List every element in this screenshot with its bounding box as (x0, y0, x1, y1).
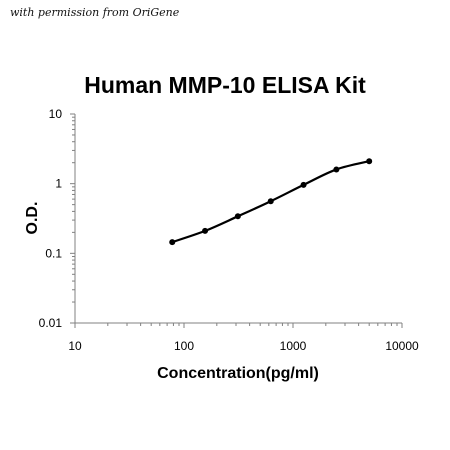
data-point (234, 213, 241, 220)
x-tick-label: 1000 (280, 339, 307, 353)
marks-layer (169, 158, 373, 246)
data-point (202, 227, 209, 234)
x-axis-label: Concentration(pg/ml) (157, 365, 319, 382)
watermark-text: with permission from OriGene (10, 6, 180, 19)
data-point (333, 166, 340, 173)
axes-layer: 0.01 0.1 1 10 10 100 1000 10000 (39, 107, 419, 353)
y-tick-label: 1 (55, 177, 62, 191)
y-tick-label: 0.01 (39, 316, 63, 330)
x-tick-label: 10000 (385, 339, 419, 353)
y-tick-label: 10 (49, 107, 63, 121)
data-point (366, 158, 373, 165)
data-point (267, 198, 274, 205)
data-point (300, 181, 307, 188)
y-axis-label: O.D. (24, 202, 41, 235)
x-tick-label: 10 (68, 339, 82, 353)
data-point (169, 239, 176, 246)
chart-title: Human MMP-10 ELISA Kit (84, 72, 366, 98)
y-tick-label: 0.1 (45, 246, 62, 260)
x-tick-label: 100 (174, 339, 194, 353)
